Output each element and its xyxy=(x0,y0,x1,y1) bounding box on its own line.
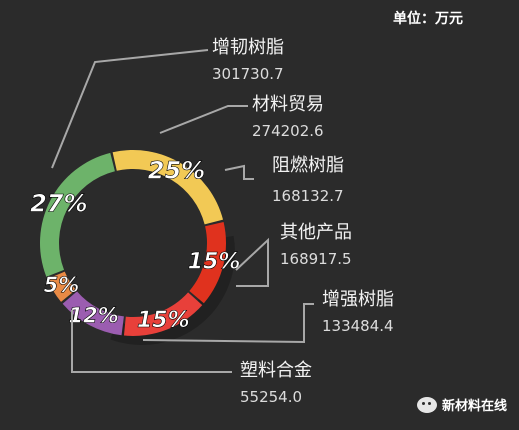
donut-slice xyxy=(189,221,227,304)
value-label: 133484.4 xyxy=(322,317,394,335)
percent-label: 27% xyxy=(30,190,87,218)
donut-shadow xyxy=(110,235,236,346)
donut-slice xyxy=(112,150,224,225)
watermark-text: 新材料在线 xyxy=(442,399,508,414)
leader-line xyxy=(224,164,254,180)
leader-line xyxy=(51,49,209,169)
value-label: 301730.7 xyxy=(212,65,284,83)
value-label: 168132.7 xyxy=(272,187,344,205)
category-label: 增强树脂 xyxy=(322,289,394,310)
leader-line xyxy=(71,310,232,373)
leader-line xyxy=(159,105,248,134)
donut-slice xyxy=(47,271,76,302)
donut-slice xyxy=(62,291,124,336)
leader-line xyxy=(142,303,314,344)
category-label: 其他产品 xyxy=(280,222,352,243)
unit-label: 单位：万元 xyxy=(393,11,463,27)
category-label: 阻燃树脂 xyxy=(272,155,344,176)
category-label: 塑料合金 xyxy=(240,360,312,381)
donut-slice xyxy=(123,292,203,336)
value-label: 168917.5 xyxy=(280,250,352,268)
percent-label: 5% xyxy=(44,273,80,297)
percent-label: 12% xyxy=(68,304,118,328)
donut-slice xyxy=(40,152,115,277)
percent-label: 15% xyxy=(137,308,190,333)
wechat-icon xyxy=(417,396,437,413)
value-label: 274202.6 xyxy=(252,122,324,140)
percent-label: 15% xyxy=(188,250,241,275)
category-label: 材料贸易 xyxy=(252,94,324,115)
percent-label: 25% xyxy=(148,157,205,185)
category-label: 增韧树脂 xyxy=(212,37,284,58)
value-label: 55254.0 xyxy=(240,388,302,406)
leader-line xyxy=(235,237,269,287)
watermark: 新材料在线 xyxy=(417,395,507,414)
